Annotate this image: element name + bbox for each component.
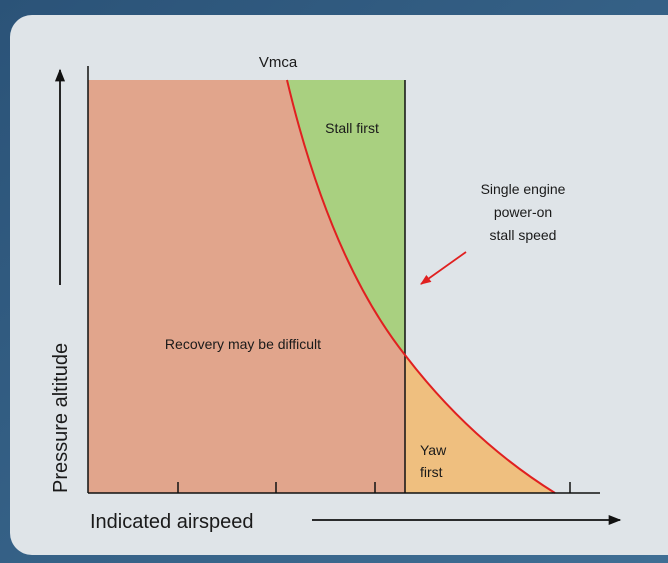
stall-region (287, 80, 405, 355)
ticks (177, 482, 571, 493)
vmca-label: Vmca (259, 54, 298, 71)
y-axis-label: Pressure altitude (50, 343, 72, 493)
stall-label: Stall first (325, 120, 379, 136)
yaw-region (405, 355, 555, 493)
curve-label: stall speed (490, 227, 557, 243)
yaw-label: Yaw (420, 442, 447, 458)
yaw-label: first (420, 464, 443, 480)
recovery-label: Recovery may be difficult (165, 336, 321, 352)
curve-label: Single engine (481, 181, 566, 197)
stall-curve (286, 79, 556, 494)
x-axis-label: Indicated airspeed (90, 511, 253, 533)
curve-pointer (420, 251, 467, 285)
curve-label: power-on (494, 204, 552, 220)
